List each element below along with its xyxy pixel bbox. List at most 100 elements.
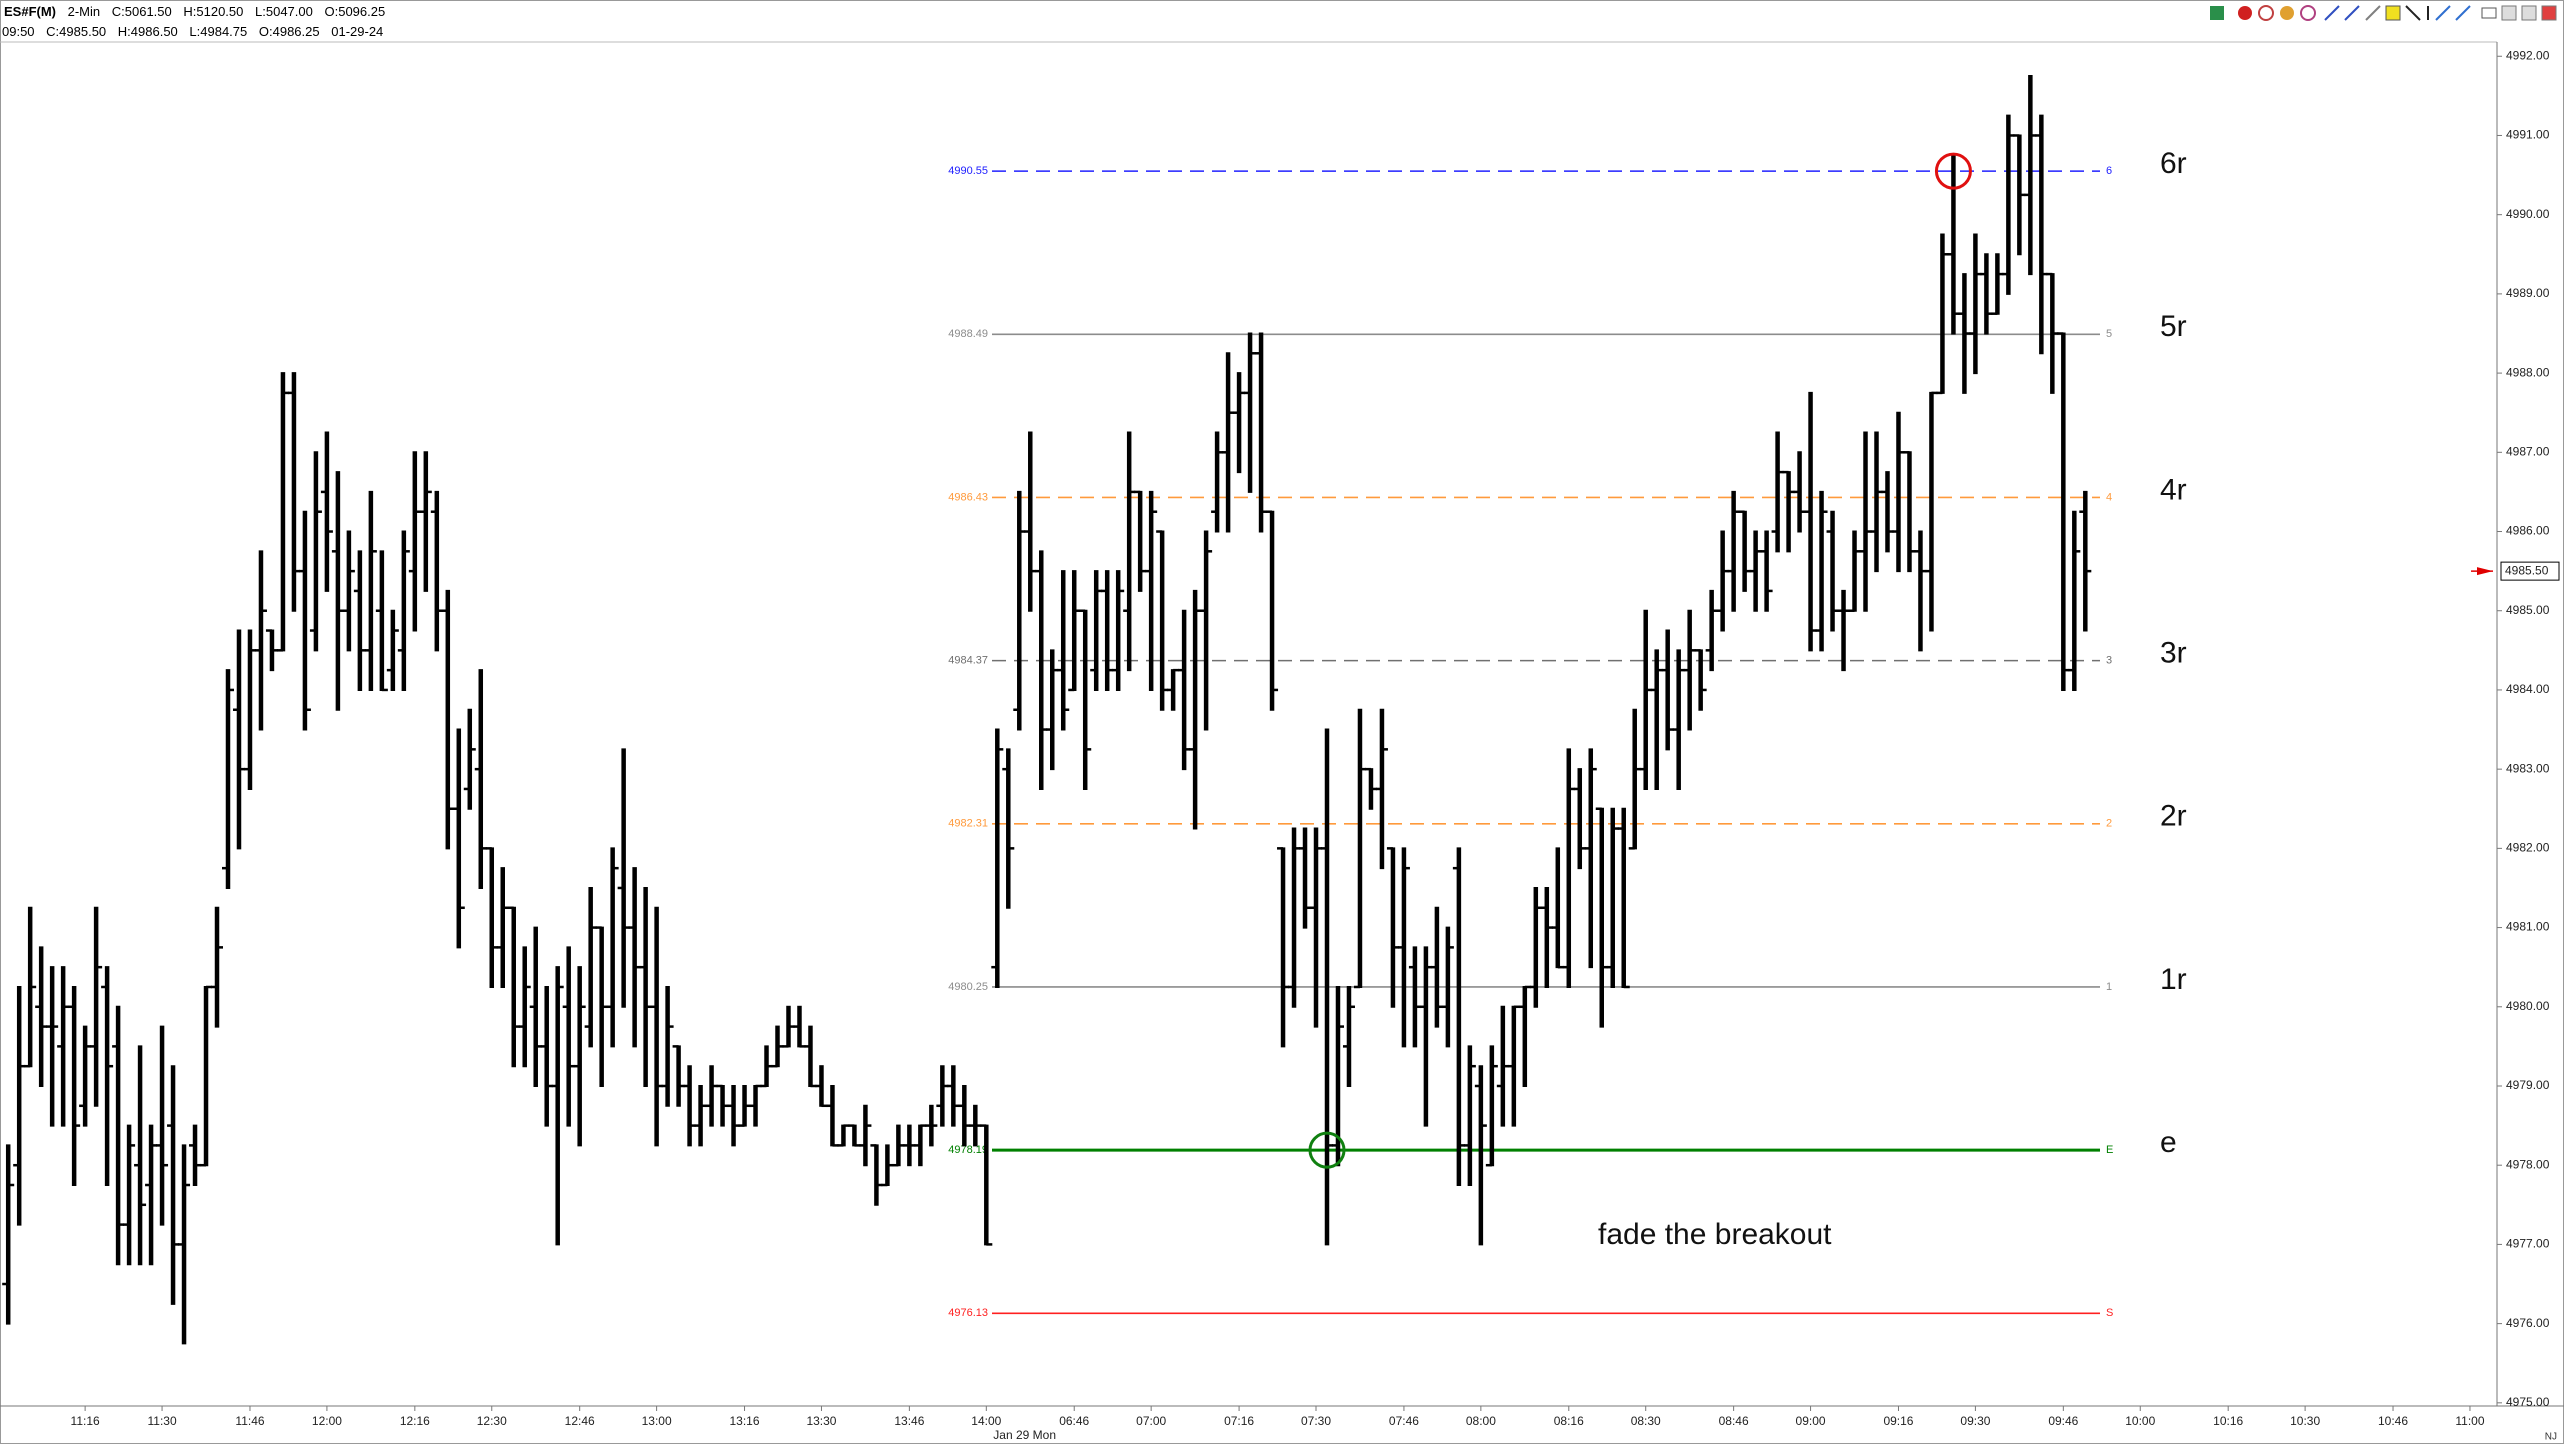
level-note: 3r — [2160, 637, 2187, 670]
y-tick-label: 4977.00 — [2506, 1237, 2550, 1251]
y-tick-label: 4981.00 — [2506, 920, 2550, 934]
x-tick-label: 08:00 — [1466, 1414, 1496, 1428]
level-note: 5r — [2160, 310, 2187, 343]
window-button[interactable] — [2541, 5, 2557, 21]
x-tick-label: 13:00 — [642, 1414, 672, 1428]
level-tag: 4 — [2106, 491, 2112, 503]
x-tick-label: 13:16 — [730, 1414, 760, 1428]
stat: L:5047.00 — [255, 4, 313, 19]
x-tick-label: 10:16 — [2213, 1414, 2243, 1428]
bar-stat: L:4984.75 — [189, 24, 247, 39]
bar-stat: H:4986.50 — [118, 24, 178, 39]
y-tick-label: 4979.00 — [2506, 1078, 2550, 1092]
y-tick-label: 4987.00 — [2506, 444, 2550, 458]
x-tick-label: 07:00 — [1136, 1414, 1166, 1428]
x-tick-label: 12:16 — [400, 1414, 430, 1428]
x-tick-label: 13:46 — [894, 1414, 924, 1428]
y-tick-label: 4978.00 — [2506, 1157, 2550, 1171]
level-tag: 3 — [2106, 655, 2112, 667]
stat: O:5096.25 — [324, 4, 385, 19]
x-tick-label: 10:46 — [2378, 1414, 2408, 1428]
tool-icon[interactable] — [2324, 5, 2340, 21]
x-tick-label: 11:30 — [147, 1414, 176, 1428]
tool-icon[interactable] — [2300, 5, 2316, 21]
tool-icon[interactable] — [2210, 6, 2224, 20]
x-tick-label: 12:46 — [565, 1414, 595, 1428]
toolbar — [2210, 5, 2557, 21]
last-price-label: 4985.50 — [2505, 563, 2549, 577]
level-price: 4984.37 — [948, 655, 988, 667]
x-tick-label: 14:00 — [971, 1414, 1001, 1428]
level-price: 4982.31 — [948, 818, 988, 830]
tool-icon[interactable] — [2258, 5, 2274, 21]
tool-icon[interactable] — [2280, 6, 2294, 20]
tool-icon[interactable] — [2365, 5, 2381, 21]
level-tag: 6 — [2106, 165, 2112, 177]
last-price-box — [2500, 561, 2560, 581]
y-tick-label: 4992.00 — [2506, 48, 2550, 62]
price-bars — [2, 75, 2092, 1345]
level-tag: E — [2106, 1144, 2113, 1156]
x-tick-label: 10:30 — [2290, 1414, 2320, 1428]
level-price: 4988.49 — [948, 328, 988, 340]
level-note: 4r — [2160, 473, 2187, 506]
x-tick-label: 13:30 — [806, 1414, 836, 1428]
level-tag: 2 — [2106, 818, 2112, 830]
annotation: fade the breakout — [1598, 1218, 1832, 1251]
y-tick-label: 4976.00 — [2506, 1316, 2550, 1330]
y-tick-label: 4989.00 — [2506, 286, 2550, 300]
x-tick-label: 11:16 — [71, 1414, 100, 1428]
stat: C:5061.50 — [112, 4, 172, 19]
x-tick-label: 09:16 — [1883, 1414, 1913, 1428]
x-tick-label: 08:30 — [1631, 1414, 1661, 1428]
tool-icon[interactable] — [2405, 5, 2421, 21]
highlight-circle — [1308, 1131, 1346, 1169]
y-tick-label: 4983.00 — [2506, 761, 2550, 775]
level-price: 4980.25 — [948, 981, 988, 993]
level-price: 4990.55 — [948, 165, 988, 177]
symbol: ES#F(M) — [4, 4, 56, 19]
y-tick-label: 4984.00 — [2506, 682, 2550, 696]
tool-icon[interactable] — [2435, 5, 2451, 21]
y-tick-label: 4986.00 — [2506, 524, 2550, 538]
y-tick-label: 4991.00 — [2506, 128, 2550, 142]
corner-label: NJ — [2545, 1432, 2557, 1443]
x-tick-label: 12:00 — [312, 1414, 342, 1428]
y-tick-label: 4988.00 — [2506, 365, 2550, 379]
bar-time: 09:50 — [2, 24, 35, 39]
x-tick-label: 09:00 — [1796, 1414, 1826, 1428]
x-tick-label: 11:46 — [235, 1414, 264, 1428]
level-note: 6r — [2160, 147, 2187, 180]
tool-icon[interactable] — [2455, 5, 2471, 21]
x-tick-label: 10:00 — [2125, 1414, 2155, 1428]
y-tick-label: 4980.00 — [2506, 999, 2550, 1013]
level-price: 4986.43 — [948, 491, 988, 503]
level-price: 4976.13 — [948, 1307, 988, 1319]
x-tick-label: 11:00 — [2455, 1414, 2484, 1428]
tool-icon[interactable] — [2385, 5, 2401, 21]
x-tick-label: 09:46 — [2048, 1414, 2078, 1428]
window-button[interactable] — [2481, 7, 2497, 19]
bar-info-line: 09:50 C:4985.50 H:4986.50 L:4984.75 O:49… — [2, 24, 383, 39]
level-note: 2r — [2160, 800, 2187, 833]
session-label: Jan 29 Mon — [993, 1428, 1056, 1442]
level-note: e — [2160, 1126, 2177, 1159]
tool-icon[interactable] — [2238, 6, 2252, 20]
tool-icon[interactable] — [2344, 5, 2360, 21]
x-tick-label: 08:46 — [1719, 1414, 1749, 1428]
level-note: 1r — [2160, 963, 2187, 996]
y-tick-label: 4985.00 — [2506, 603, 2550, 617]
y-tick-label: 4990.00 — [2506, 207, 2550, 221]
y-tick-label: 4975.00 — [2506, 1395, 2550, 1409]
x-tick-label: 07:30 — [1301, 1414, 1331, 1428]
bar-date: 01-29-24 — [331, 24, 383, 39]
level-tag: 1 — [2106, 981, 2112, 993]
window-button[interactable] — [2521, 5, 2537, 21]
window-button[interactable] — [2501, 5, 2517, 21]
level-tag: 5 — [2106, 328, 2112, 340]
x-tick-label: 07:16 — [1224, 1414, 1254, 1428]
x-tick-label: 06:46 — [1059, 1414, 1089, 1428]
